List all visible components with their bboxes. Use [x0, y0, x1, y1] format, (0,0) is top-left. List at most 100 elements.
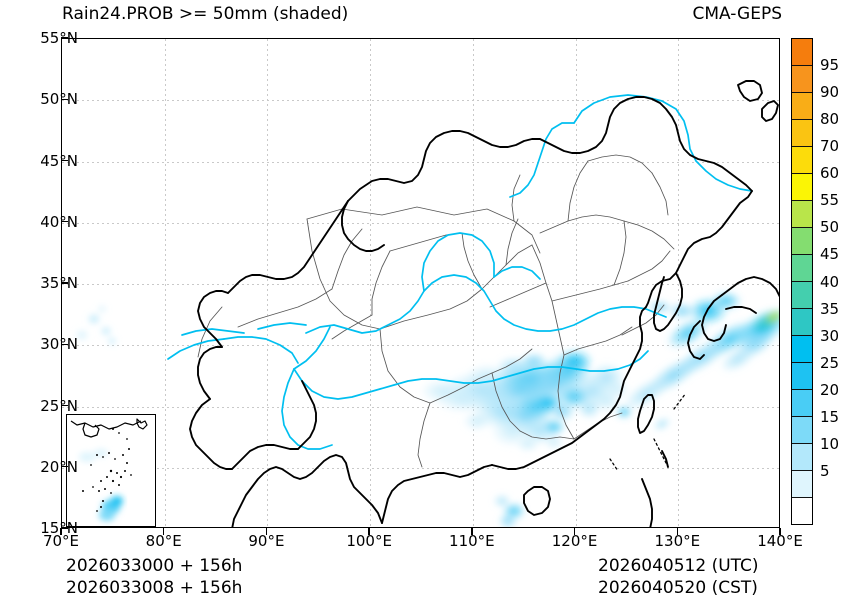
colorbar-cell — [792, 363, 812, 390]
colorbar-tick-label: 15 — [820, 407, 840, 426]
init-time-utc: 2026033000 + 156h — [66, 556, 243, 576]
coastline-layer — [102, 39, 780, 136]
probability-shading — [75, 291, 779, 527]
colorbar-tick-label: 50 — [820, 218, 840, 237]
init-time-cst: 2026033008 + 156h — [66, 578, 243, 598]
colorbar-cell — [792, 255, 812, 282]
colorbar-cell — [792, 201, 812, 228]
colorbar-cell — [792, 120, 812, 147]
y-axis-tick-mark — [61, 527, 68, 529]
colorbar-tick-label: 45 — [820, 245, 840, 264]
x-axis-tick-mark — [676, 528, 678, 535]
colorbar-cell — [792, 390, 812, 417]
island-chains — [609, 392, 687, 472]
y-axis-tick-mark — [61, 159, 68, 162]
colorbar-tick-label: 90 — [820, 83, 840, 102]
colorbar-cell — [792, 471, 812, 498]
colorbar-cell — [792, 444, 812, 471]
x-axis-tick-mark — [779, 528, 781, 535]
y-axis-tick-label: 50°N — [40, 90, 78, 109]
x-axis-tick-label: 70°E — [42, 532, 80, 550]
y-axis-tick-mark — [61, 221, 68, 223]
colorbar-cell — [792, 498, 812, 524]
model-label: CMA-GEPS — [692, 4, 782, 24]
colorbar-cell — [792, 282, 812, 309]
colorbar-tick-label: 40 — [820, 272, 840, 291]
gridline-vertical — [575, 39, 577, 527]
gridline-horizontal — [62, 345, 779, 347]
colorbar-cell — [792, 93, 812, 120]
colorbar-cell — [792, 309, 812, 336]
colorbar-tick-label: 5 — [820, 461, 830, 480]
colorbar-tick-label: 20 — [820, 380, 840, 399]
gridline-horizontal — [62, 222, 779, 224]
y-axis-tick-mark — [61, 98, 68, 100]
inset-coastline — [70, 418, 148, 438]
x-axis-tick-label: 80°E — [145, 532, 182, 550]
y-axis-tick-mark — [61, 37, 68, 39]
colorbar-tick-label: 25 — [820, 353, 840, 372]
gridline-horizontal — [62, 100, 779, 102]
valid-time-cst: 2026040520 (CST) — [598, 578, 758, 598]
valid-time-utc: 2026040512 (UTC) — [598, 556, 759, 576]
y-axis-tick-label: 40°N — [40, 212, 78, 231]
map-plot-area — [61, 38, 780, 528]
gridline-vertical — [164, 39, 166, 527]
gridline-vertical — [370, 39, 372, 527]
x-axis-tick-mark — [471, 528, 473, 535]
gridline-horizontal — [62, 467, 779, 469]
x-axis-tick-label: 130°E — [654, 532, 701, 550]
y-axis-tick-label: 55°N — [40, 29, 78, 47]
gridline-vertical — [267, 39, 269, 527]
gridline-horizontal — [62, 406, 779, 408]
y-axis-tick-label: 30°N — [40, 335, 78, 354]
gridline-vertical — [678, 39, 680, 527]
colorbar-tick-label: 35 — [820, 299, 840, 318]
y-axis-tick-label: 20°N — [40, 457, 78, 476]
x-axis-tick-label: 90°E — [248, 532, 285, 550]
y-axis-tick-mark — [61, 282, 68, 284]
colorbar-tick-label: 70 — [820, 137, 840, 156]
x-axis-tick-mark — [265, 528, 268, 535]
colorbar-tick-label: 60 — [820, 164, 840, 183]
colorbar — [791, 38, 813, 525]
inset-islands — [82, 428, 132, 512]
south-china-sea-inset — [66, 414, 156, 527]
y-axis-tick-mark — [61, 466, 68, 468]
x-axis-tick-label: 110°E — [449, 532, 495, 550]
x-axis-tick-mark — [60, 528, 62, 535]
x-axis-tick-mark — [368, 528, 370, 535]
y-axis-tick-label: 25°N — [40, 396, 78, 415]
y-axis-tick-mark — [61, 343, 68, 345]
colorbar-cell — [792, 147, 812, 174]
colorbar-cell — [792, 174, 812, 201]
x-axis-tick-mark — [163, 528, 165, 535]
geography — [167, 80, 779, 527]
x-axis-tick-label: 100°E — [346, 532, 392, 550]
colorbar-tick-label: 10 — [820, 434, 840, 453]
y-axis-tick-mark — [61, 404, 68, 407]
colorbar-cell — [792, 417, 812, 444]
x-axis-tick-mark — [573, 528, 576, 535]
colorbar-tick-label: 30 — [820, 326, 840, 345]
colorbar-tick-label: 80 — [820, 110, 840, 129]
y-axis-tick-label: 35°N — [40, 274, 78, 292]
colorbar-tick-label: 95 — [820, 56, 840, 75]
colorbar-cell — [792, 228, 812, 255]
china-coastline — [189, 80, 779, 527]
gridline-horizontal — [62, 284, 779, 285]
colorbar-cell — [792, 39, 812, 66]
gridline-horizontal — [62, 161, 779, 163]
page-title: Rain24.PROB >= 50mm (shaded) — [62, 4, 349, 24]
x-axis-tick-label: 140°E — [757, 532, 803, 550]
colorbar-tick-label: 55 — [820, 191, 840, 210]
province-borders — [197, 154, 675, 468]
rivers — [167, 94, 753, 450]
y-axis-tick-label: 45°N — [40, 151, 78, 170]
x-axis-tick-label: 120°E — [551, 532, 598, 550]
gridline-vertical — [472, 39, 474, 527]
map-canvas — [75, 39, 780, 527]
colorbar-cell — [792, 336, 812, 363]
y-axis-tick-label: 15°N — [40, 519, 78, 537]
